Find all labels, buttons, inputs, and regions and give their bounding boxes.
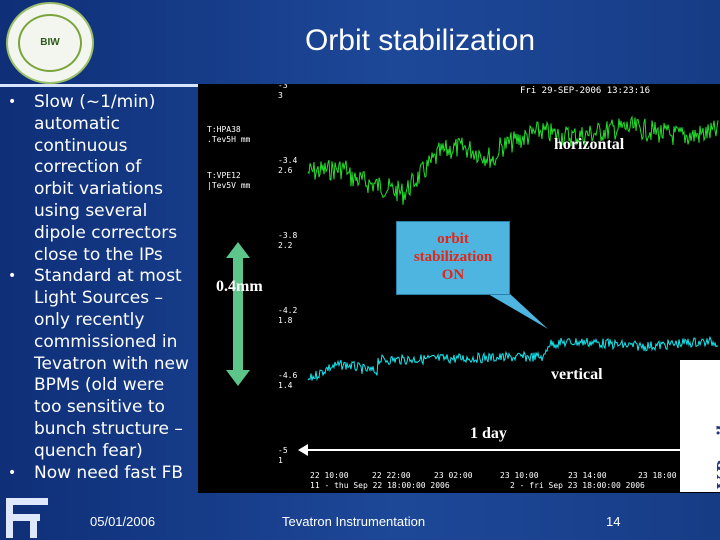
vertical-trace <box>307 335 719 382</box>
x-range-end: 2 - fri Sep 23 18:00:00 2006 <box>510 481 645 490</box>
bullet-line: BPMs (old were <box>34 375 165 396</box>
bullet-line: automatic <box>34 113 120 134</box>
channel-name-horizontal: T:HPA38 <box>207 125 241 134</box>
y-tick-left: -3.8 <box>278 231 297 240</box>
x-range-start: 11 - thu Sep 22 18:00:00 2006 <box>310 481 450 490</box>
scale-label: 0.4mm <box>216 278 263 295</box>
y-tick-right: 2.6 <box>278 166 293 175</box>
bullet-item: • Slow (~1/min) automatic continuous cor… <box>0 92 215 266</box>
bullet-line: too sensitive to <box>34 397 165 418</box>
footer-date: 05/01/2006 <box>90 514 156 529</box>
y-tick-right: 3 <box>278 91 283 100</box>
orbit-stabilization-callout: orbit stabilization ON <box>396 221 510 295</box>
bullet-line: continuous <box>34 135 128 156</box>
horizontal-trace <box>307 115 719 205</box>
bullet-line: Tevatron with new <box>34 353 189 374</box>
biw-logo: BIW <box>6 2 94 84</box>
scale-arrow-down-icon <box>226 370 250 386</box>
bullet-line: Standard at most <box>34 266 182 287</box>
bullet-line: close to the IPs <box>34 244 163 265</box>
y-tick-right: 1.4 <box>278 381 293 390</box>
bullet-line: bunch structure – <box>34 418 183 439</box>
orbit-plot-svg: Fri 29-SEP-2006 13:23:16 T:HPA38 .Tev5H … <box>207 84 719 490</box>
y-tick-left: -5 <box>278 446 288 455</box>
callout-line: ON <box>441 267 465 283</box>
y-tick-right: 2.2 <box>278 241 293 250</box>
channel-desc-vertical: |Tev5V mm <box>207 181 251 190</box>
vertical-label: vertical <box>551 366 603 383</box>
x-tick: 22 22:00 <box>372 471 411 480</box>
bullet-icon: • <box>8 268 17 285</box>
x-tick: 23 18:00 <box>638 471 677 480</box>
duration-label: 1 day <box>470 425 507 442</box>
horizontal-label: horizontal <box>554 136 625 153</box>
x-tick: 22 10:00 <box>310 471 349 480</box>
channel-desc-horizontal: .Tev5H mm <box>207 135 251 144</box>
callout-line: stabilization <box>413 249 493 265</box>
bullet-line: orbit variations <box>34 179 164 200</box>
plot-timestamp: Fri 29-SEP-2006 13:23:16 <box>520 86 650 96</box>
y-tick-left: -3.4 <box>278 156 297 165</box>
y-tick-left: -4.2 <box>278 306 297 315</box>
scale-arrow-up-icon <box>226 242 250 258</box>
bullet-line: Light Sources – <box>34 288 163 309</box>
logo-ring-icon <box>18 14 82 72</box>
fermilab-logo-icon <box>6 498 48 538</box>
bullet-line: correction of <box>34 157 142 178</box>
bullet-list: • Slow (~1/min) automatic continuous cor… <box>0 92 215 483</box>
author-badge: V.Ranjbar <box>680 360 720 492</box>
author-name: V.Ranjbar <box>712 402 720 490</box>
x-tick: 23 14:00 <box>568 471 607 480</box>
y-tick-right: 1 <box>278 456 283 465</box>
slide-title: Orbit stabilization <box>304 24 536 57</box>
page-number: 14 <box>606 514 621 529</box>
bullet-line: Now need fast FB <box>34 462 184 483</box>
bullet-line: quench fear) <box>34 440 143 461</box>
y-tick-left: -3 <box>278 84 288 90</box>
footer-title: Tevatron Instrumentation <box>282 514 426 529</box>
bullet-icon: • <box>8 464 17 481</box>
y-tick-left: -4.6 <box>278 371 297 380</box>
x-tick: 23 02:00 <box>434 471 473 480</box>
bullet-line: only recently <box>34 309 145 330</box>
day-arrow-left-icon <box>298 444 308 456</box>
bullet-item: • Now need fast FB <box>0 463 215 485</box>
bullet-icon: • <box>8 94 17 110</box>
y-tick-right: 1.8 <box>278 316 293 325</box>
bullet-item: • Standard at most Light Sources – only … <box>0 266 215 462</box>
x-tick: 23 10:00 <box>500 471 539 480</box>
callout-pointer-icon <box>488 294 548 329</box>
bullet-line: commissioned in <box>34 331 178 352</box>
logo-text: BIW <box>40 37 60 48</box>
callout-line: orbit <box>437 231 469 247</box>
channel-name-vertical: T:VPE12 <box>207 171 241 180</box>
bullet-line: dipole correctors <box>34 222 178 243</box>
bullet-line: Slow (~1/min) <box>34 92 156 112</box>
bullet-line: using several <box>34 200 148 221</box>
